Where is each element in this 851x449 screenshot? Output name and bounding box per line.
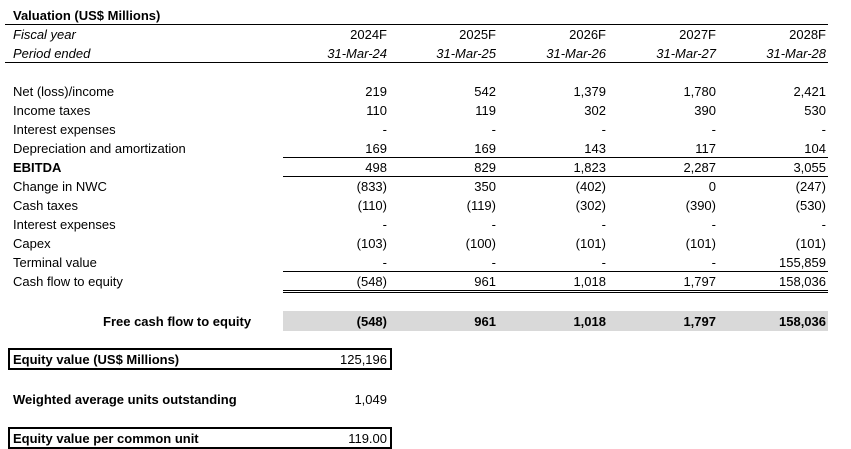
cell: 169: [474, 141, 496, 156]
cell: -: [601, 217, 606, 232]
equity-value-box: [8, 348, 392, 370]
fcfe-shading: [283, 311, 828, 331]
cell: -: [711, 217, 716, 232]
cell: 302: [584, 103, 606, 118]
row-label-terminal-value: Terminal value: [13, 255, 97, 270]
equity-value: 125,196: [340, 352, 387, 367]
period-ended-label: Period ended: [13, 46, 91, 61]
cell: 219: [365, 84, 387, 99]
cell: 530: [804, 103, 826, 118]
period-ended-2026: 31-Mar-26: [546, 46, 606, 61]
cell: -: [601, 122, 606, 137]
cell: -: [491, 122, 496, 137]
row-label-depreciation: Depreciation and amortization: [13, 141, 186, 156]
fcfe-cell: 1,797: [683, 314, 716, 329]
cell: (390): [685, 198, 716, 213]
cell: 119: [475, 103, 496, 118]
cell: 350: [474, 179, 496, 194]
header-underline: [5, 62, 828, 63]
row-label-interest-expenses-2: Interest expenses: [13, 217, 116, 232]
title-underline: [5, 24, 828, 25]
period-ended-2027: 31-Mar-27: [656, 46, 716, 61]
fcfe-cell: 158,036: [779, 314, 826, 329]
cell: 2,421: [793, 84, 826, 99]
row-label-income-taxes: Income taxes: [13, 103, 91, 118]
fiscal-year-2027: 2027F: [679, 27, 716, 42]
period-ended-2025: 31-Mar-25: [436, 46, 496, 61]
row-label-cash-taxes: Cash taxes: [13, 198, 79, 213]
cell: -: [491, 217, 496, 232]
period-ended-2028: 31-Mar-28: [766, 46, 826, 61]
cell: (119): [466, 198, 496, 213]
cell: (247): [795, 179, 826, 194]
cell: (110): [357, 198, 387, 213]
cell: 1,823: [573, 160, 606, 175]
cell: 1,797: [683, 274, 716, 289]
period-ended-2024: 31-Mar-24: [327, 46, 387, 61]
cell: 104: [804, 141, 826, 156]
cell: (101): [575, 236, 606, 251]
cell: (101): [685, 236, 716, 251]
row-label-cash-flow-to-equity: Cash flow to equity: [13, 274, 123, 289]
fiscal-year-2025: 2025F: [459, 27, 496, 42]
cell: (100): [465, 236, 496, 251]
cell: (101): [795, 236, 826, 251]
fiscal-year-2026: 2026F: [569, 27, 606, 42]
cell: (833): [356, 179, 387, 194]
cell: -: [491, 255, 496, 270]
ebitda-bottom-border: [283, 176, 828, 177]
row-label-net-income: Net (loss)/income: [13, 84, 115, 99]
fcfe-label: Free cash flow to equity: [103, 314, 252, 329]
cell: -: [711, 255, 716, 270]
cell: 961: [474, 274, 496, 289]
cell: (302): [575, 198, 606, 213]
row-label-interest-expenses: Interest expenses: [13, 122, 116, 137]
cell: 498: [365, 160, 387, 175]
cell: 169: [365, 141, 387, 156]
cell: (103): [356, 236, 387, 251]
cell: 542: [474, 84, 496, 99]
row-label-ebitda: EBITDA: [13, 160, 62, 175]
per-unit-label: Equity value per common unit: [13, 431, 199, 446]
fcfe-cell: (548): [356, 314, 387, 329]
fcfe-cell: 1,018: [573, 314, 606, 329]
cell: 158,036: [779, 274, 826, 289]
cell: 2,287: [683, 160, 716, 175]
cell: 390: [694, 103, 716, 118]
cell: 1,780: [683, 84, 716, 99]
cell: -: [601, 255, 606, 270]
fiscal-year-label: Fiscal year: [13, 27, 76, 42]
fiscal-year-2024: 2024F: [350, 27, 387, 42]
row-label-capex: Capex: [13, 236, 51, 251]
cell: 117: [695, 141, 716, 156]
cell: -: [821, 122, 826, 137]
cell: 1,018: [573, 274, 606, 289]
fcfe-cell: 961: [474, 314, 496, 329]
cfe-top-border: [283, 271, 828, 272]
cell: -: [382, 217, 387, 232]
cfe-double-underline: [283, 290, 828, 293]
ebitda-top-border: [283, 157, 828, 158]
cell: 3,055: [793, 160, 826, 175]
cell: 1,379: [573, 84, 606, 99]
cell: -: [711, 122, 716, 137]
cell: 143: [584, 141, 606, 156]
cell: (548): [356, 274, 387, 289]
cell: -: [821, 217, 826, 232]
per-unit-value: 119.00: [348, 431, 387, 446]
fiscal-year-2028: 2028F: [789, 27, 826, 42]
cell: -: [382, 122, 387, 137]
units-outstanding-label: Weighted average units outstanding: [13, 392, 237, 407]
cell: (530): [795, 198, 826, 213]
cell: (402): [575, 179, 606, 194]
cell: -: [382, 255, 387, 270]
cell: 155,859: [779, 255, 826, 270]
equity-value-label: Equity value (US$ Millions): [13, 352, 180, 367]
cell: 829: [474, 160, 496, 175]
row-label-change-nwc: Change in NWC: [13, 179, 107, 194]
table-title: Valuation (US$ Millions): [13, 8, 161, 23]
cell: 110: [366, 103, 387, 118]
units-outstanding: 1,049: [354, 392, 387, 407]
cell: 0: [708, 179, 716, 194]
